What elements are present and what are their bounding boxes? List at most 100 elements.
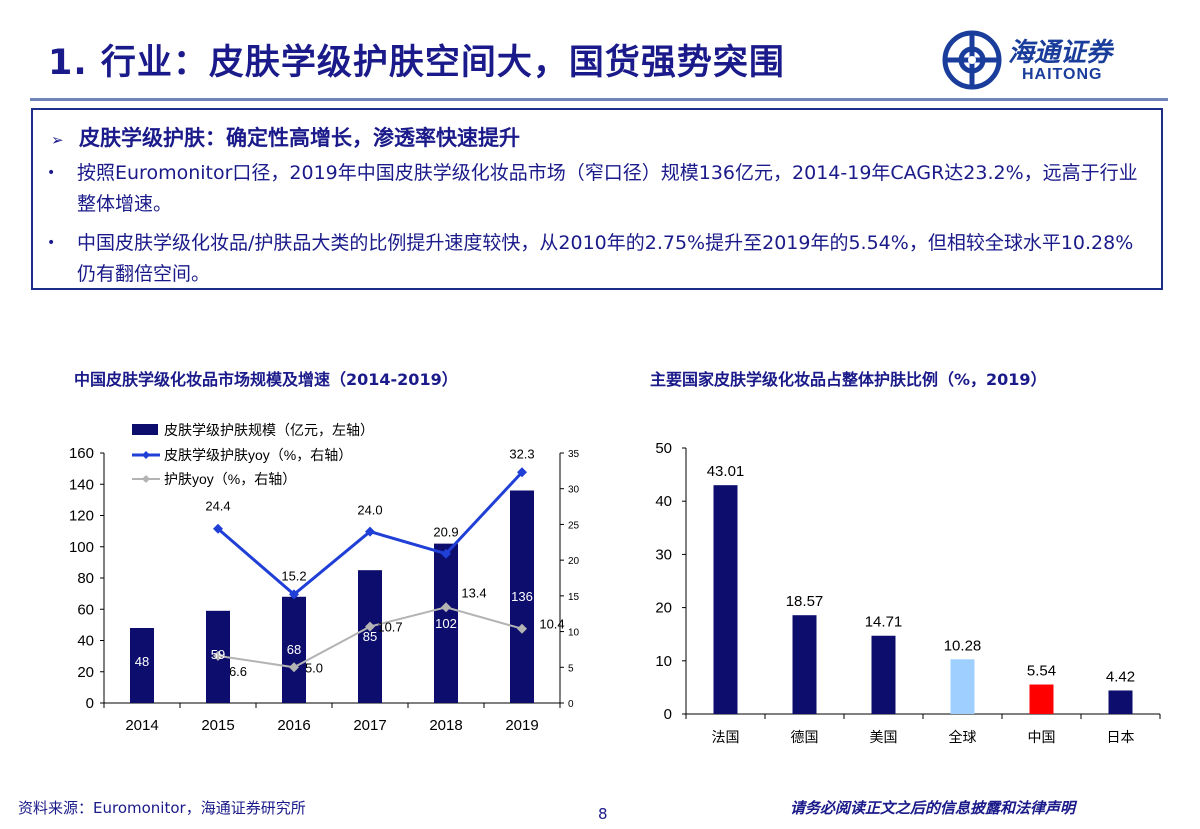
x-tick-label: 2015: [201, 717, 234, 734]
left-y-tick-label: 20: [77, 664, 94, 681]
bar-value-label: 102: [435, 616, 457, 631]
right-chart-title: 主要国家皮肤学级化妆品占整体护肤比例（%，2019）: [650, 370, 1047, 389]
y-tick-label: 30: [655, 546, 672, 563]
y-tick-label: 40: [655, 493, 672, 510]
arrow-bullet-icon: ➢: [51, 131, 64, 149]
skincare-yoy-label: 6.6: [229, 664, 247, 679]
bar: [358, 570, 382, 703]
summary-heading: ➢ 皮肤学级护肤：确定性高增长，渗透率快速提升: [51, 122, 520, 152]
penetration-chart: 0 10 20 30 40 50 43.01 法国 18.57 德国 14.71 美国 10.28 全球 5…: [655, 440, 1161, 745]
right-y-tick-label: 25: [568, 520, 580, 531]
skincare-yoy-point: [213, 650, 223, 661]
bar: [1108, 690, 1133, 714]
market-size-chart: 0 20 40 60 80 100 120 140 160 0 5 10 15 20 25 30 35 2014 2…: [69, 422, 580, 734]
right-y-tick-label: 35: [568, 449, 580, 460]
legend-bar-label: 皮肤学级护肤规模（亿元，左轴）: [164, 422, 374, 438]
derma-yoy-point: [441, 548, 451, 559]
bar-value-label: 18.57: [786, 593, 824, 610]
derma-yoy-label: 32.3: [509, 446, 534, 461]
skincare-yoy-point: [441, 602, 451, 613]
left-y-tick-label: 100: [69, 539, 94, 556]
bar-value-label: 5.54: [1027, 663, 1056, 680]
bar: [713, 485, 738, 714]
right-y-tick-label: 30: [568, 485, 580, 496]
bar-value-label: 4.42: [1106, 668, 1135, 685]
bar-value-label: 59: [211, 647, 225, 662]
skincare-yoy-point: [289, 662, 299, 673]
page-number: 8: [598, 805, 608, 823]
logo-text-en: HAITONG: [1022, 66, 1103, 83]
bar-value-label: 43.01: [707, 463, 745, 480]
bar-value-label: 10.28: [944, 637, 982, 654]
x-tick-label: 2017: [353, 717, 386, 734]
x-tick-label: 中国: [1028, 729, 1056, 745]
left-y-tick-label: 0: [86, 695, 94, 712]
summary-bullet: • 按照Euromonitor口径，2019年中国皮肤学级化妆品市场（窄口径）规…: [47, 158, 1147, 220]
bar-value-label: 14.71: [865, 614, 903, 631]
summary-bullet-text: 中国皮肤学级化妆品/护肤品大类的比例提升速度较快，从2010年的2.75%提升至…: [77, 232, 1134, 285]
skincare-yoy-label: 10.4: [539, 617, 564, 632]
bar: [130, 628, 154, 703]
y-tick-label: 20: [655, 600, 672, 617]
derma-yoy-point: [213, 523, 223, 534]
bar: [510, 490, 534, 703]
summary-bullet-text: 按照Euromonitor口径，2019年中国皮肤学级化妆品市场（窄口径）规模1…: [77, 162, 1138, 215]
right-y-tick-label: 15: [568, 592, 580, 603]
x-tick-label: 2018: [429, 717, 462, 734]
x-tick-label: 法国: [712, 729, 740, 745]
y-tick-label: 50: [655, 440, 672, 457]
y-tick-label: 10: [655, 653, 672, 670]
left-y-tick-label: 120: [69, 508, 94, 525]
x-tick-label: 2019: [505, 717, 538, 734]
left-y-tick-label: 140: [69, 476, 94, 493]
skincare-yoy-label: 13.4: [461, 585, 486, 600]
bar: [792, 615, 817, 714]
bar-value-label: 48: [135, 654, 149, 669]
derma-yoy-label: 15.2: [281, 568, 306, 583]
derma-yoy-label: 20.9: [433, 525, 458, 540]
skincare-yoy-point: [365, 621, 375, 632]
right-y-tick-label: 20: [568, 556, 580, 567]
derma-yoy-point: [289, 589, 299, 600]
bar: [1029, 684, 1054, 714]
x-tick-label: 2016: [277, 717, 310, 734]
logo-text-cn: 海通证券: [1008, 38, 1113, 68]
summary-heading-text: 皮肤学级护肤：确定性高增长，渗透率快速提升: [79, 126, 520, 150]
legend-derma-marker: [142, 451, 150, 459]
derma-yoy-point: [365, 526, 375, 537]
skincare-yoy-label: 5.0: [305, 660, 323, 675]
right-y-tick-label: 5: [568, 663, 574, 674]
bar: [434, 543, 458, 703]
source-note: 资料来源：Euromonitor，海通证券研究所: [18, 799, 306, 817]
bar: [282, 596, 306, 703]
x-tick-label: 日本: [1107, 729, 1135, 745]
x-tick-label: 全球: [949, 729, 977, 745]
left-y-tick-label: 160: [69, 445, 94, 462]
x-tick-label: 德国: [791, 729, 819, 745]
header-divider: [30, 98, 1168, 101]
right-y-tick-label: 10: [568, 628, 580, 639]
dot-bullet-icon: •: [47, 165, 56, 181]
right-y-tick-label: 0: [568, 699, 574, 710]
left-y-tick-label: 80: [77, 570, 94, 587]
disclaimer: 请务必阅读正文之后的信息披露和法律声明: [790, 799, 1076, 817]
legend-derma-label: 皮肤学级护肤yoy（%，右轴）: [164, 447, 352, 463]
bar: [950, 659, 975, 714]
summary-bullet: • 中国皮肤学级化妆品/护肤品大类的比例提升速度较快，从2010年的2.75%提…: [47, 228, 1147, 290]
x-tick-label: 2014: [125, 717, 158, 734]
legend-skincare-label: 护肤yoy（%，右轴）: [164, 471, 296, 487]
skincare-yoy-label: 10.7: [377, 620, 402, 635]
derma-yoy-point: [517, 467, 527, 478]
page-title: 1. 行业：皮肤学级护肤空间大，国货强势突围: [48, 43, 785, 83]
haitong-logo-icon: [942, 30, 1002, 90]
left-y-tick-label: 40: [77, 633, 94, 650]
derma-yoy-label: 24.0: [357, 503, 382, 518]
y-tick-label: 0: [664, 706, 672, 723]
derma-yoy-label: 24.4: [205, 499, 230, 514]
bar-value-label: 85: [363, 629, 377, 644]
bar-value-label: 68: [287, 642, 301, 657]
left-y-tick-label: 60: [77, 601, 94, 618]
bar: [871, 635, 896, 714]
legend-skincare-marker: [142, 475, 150, 483]
x-tick-label: 美国: [870, 729, 898, 745]
